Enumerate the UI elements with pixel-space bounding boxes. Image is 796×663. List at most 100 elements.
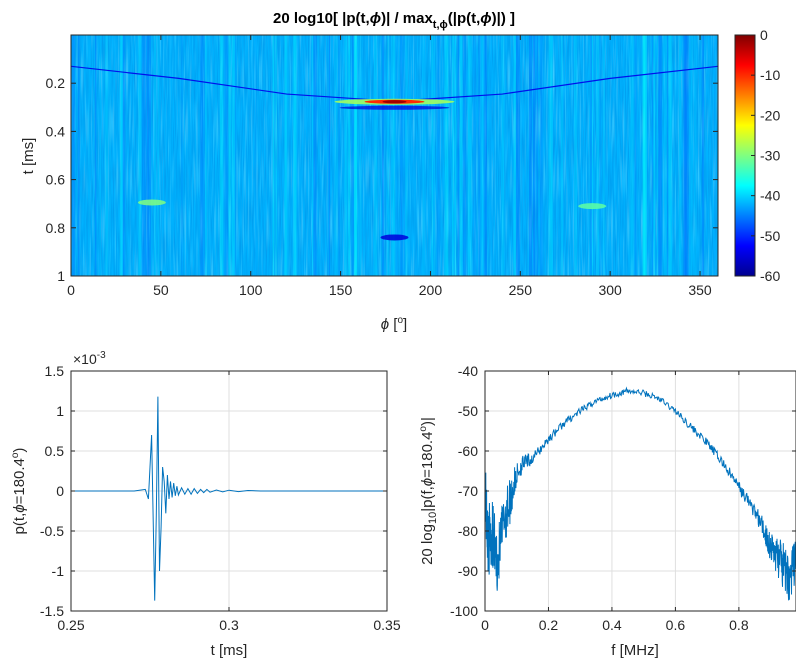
- spectrum-ytick-label: -100: [450, 603, 478, 619]
- heatmap-blob: [137, 199, 166, 206]
- heatmap-stripe: [574, 35, 578, 276]
- heatmap-stripe: [631, 35, 635, 276]
- spectrum-xtick-label: 0.2: [539, 617, 559, 633]
- heatmap-stripe: [541, 35, 545, 276]
- heatmap-stripe: [678, 35, 682, 276]
- heatmap-stripe: [99, 35, 102, 276]
- heatmap-stripe: [292, 35, 297, 276]
- heatmap-stripe: [391, 35, 394, 276]
- heatmap-stripe: [202, 35, 206, 276]
- heatmap-stripe: [589, 35, 593, 276]
- time-signal-ticks: 0.25 0.3 0.35 1.5 1 0.5 0 -0.5 -1 -1.5: [40, 363, 401, 633]
- heatmap-stripe: [713, 35, 716, 276]
- heatmap-stripe: [233, 35, 237, 276]
- heatmap-stripe: [483, 35, 487, 276]
- heatmap-stripe: [560, 35, 563, 276]
- heatmap-stripe: [284, 35, 288, 276]
- heatmap-stripe: [359, 35, 362, 276]
- heatmap-stripe: [71, 35, 75, 276]
- heatmap-stripe: [312, 35, 317, 276]
- spectrum-ytick-label: -80: [458, 523, 478, 539]
- heatmap-stripe: [400, 35, 403, 276]
- heatmap-stripe: [602, 35, 605, 276]
- heatmap-stripe: [480, 35, 484, 276]
- heatmap-stripe: [593, 35, 595, 276]
- heatmap-stripe: [149, 35, 152, 276]
- colorbar-tick-label: -20: [760, 107, 780, 123]
- heatmap-stripe: [392, 35, 396, 276]
- heatmap-stripe: [142, 35, 147, 276]
- time-signal-ytick-label: 0: [56, 483, 64, 499]
- heatmap-stripe: [120, 35, 123, 276]
- heatmap-stripe: [221, 35, 226, 276]
- heatmap-stripe: [590, 35, 592, 276]
- heatmap-stripe: [153, 35, 156, 276]
- heatmap-ytick-label: 0.2: [46, 75, 66, 91]
- colorbar-tick-label: -30: [760, 148, 780, 164]
- spectrum-ytick-label: -70: [458, 483, 478, 499]
- heatmap-stripe: [480, 35, 482, 276]
- heatmap-stripe: [284, 35, 288, 276]
- heatmap-stripe: [666, 35, 668, 276]
- spectrum-xtick-label: 0.4: [602, 617, 622, 633]
- colorbar-tick-label: -40: [760, 188, 780, 204]
- heatmap-xlabel: ϕ [o]: [381, 315, 407, 333]
- heatmap-stripe: [638, 35, 641, 276]
- time-signal-line: [71, 396, 387, 601]
- heatmap-stripe: [467, 35, 470, 276]
- heatmap-stripe: [228, 35, 231, 276]
- spectrum-line: [485, 386, 796, 601]
- heatmap-xtick-label: 300: [598, 282, 622, 298]
- heatmap-stripe: [141, 35, 143, 276]
- colorbar-tick-label: 0: [760, 27, 768, 43]
- heatmap-stripe: [431, 35, 435, 276]
- heatmap-stripe: [540, 35, 543, 276]
- heatmap-xtick-label: 50: [153, 282, 169, 298]
- heatmap-stripe: [373, 35, 378, 276]
- heatmap-ytick-label: 0.8: [46, 220, 66, 236]
- heatmap-stripe: [516, 35, 520, 276]
- heatmap-stripe: [501, 35, 505, 276]
- heatmap-stripe: [296, 35, 299, 276]
- heatmap-stripe: [254, 35, 257, 276]
- heatmap-stripe: [285, 35, 288, 276]
- heatmap-stripe: [219, 35, 224, 276]
- heatmap-stripe: [629, 35, 633, 276]
- heatmap-blob: [578, 203, 607, 210]
- heatmap-stripe: [344, 35, 348, 276]
- heatmap-features: [71, 35, 718, 276]
- heatmap-stripe: [693, 35, 697, 276]
- heatmap-stripe: [225, 35, 229, 276]
- spectrum-ylabel: 20 log10|p(f,ϕ=180.4o)|: [418, 417, 439, 565]
- heatmap-blob: [380, 234, 409, 241]
- colorbar-ticks: 0 -10 -20 -30 -40 -50 -60: [751, 27, 780, 284]
- heatmap-stripe: [633, 35, 638, 276]
- heatmap-stripe: [311, 35, 314, 276]
- heatmap-stripe: [688, 35, 692, 276]
- heatmap-stripe: [643, 35, 647, 276]
- heatmap-stripe: [682, 35, 686, 276]
- spectrum-ytick-label: -50: [458, 403, 478, 419]
- heatmap-stripe: [489, 35, 492, 276]
- spectrum-xtick-label: 0.8: [729, 617, 749, 633]
- spectrum-ytick-label: -90: [458, 563, 478, 579]
- heatmap-stripe: [658, 35, 662, 276]
- heatmap-stripe: [529, 35, 533, 276]
- heatmap-ytick-label: 1: [57, 268, 65, 284]
- heatmap-stripe: [72, 35, 75, 276]
- heatmap-stripe: [643, 35, 647, 276]
- time-signal-ylabel: p(t,ϕ=180.4o): [10, 448, 28, 535]
- heatmap-stripe: [121, 35, 124, 276]
- heatmap-ytick-label: 0.6: [46, 172, 66, 188]
- heatmap-stripe: [550, 35, 553, 276]
- colorbar-tick-label: -10: [760, 67, 780, 83]
- heatmap-stripe: [644, 35, 648, 276]
- heatmap-stripe: [659, 35, 661, 276]
- heatmap-stripe: [404, 35, 406, 276]
- time-signal-ytick-label: -1.5: [40, 603, 64, 619]
- heatmap-stripe: [651, 35, 654, 276]
- heatmap-stripe: [207, 35, 211, 276]
- heatmap-stripe: [150, 35, 152, 276]
- colorbar-tick-label: -50: [760, 228, 780, 244]
- heatmap-ylabel: t [ms]: [20, 138, 37, 175]
